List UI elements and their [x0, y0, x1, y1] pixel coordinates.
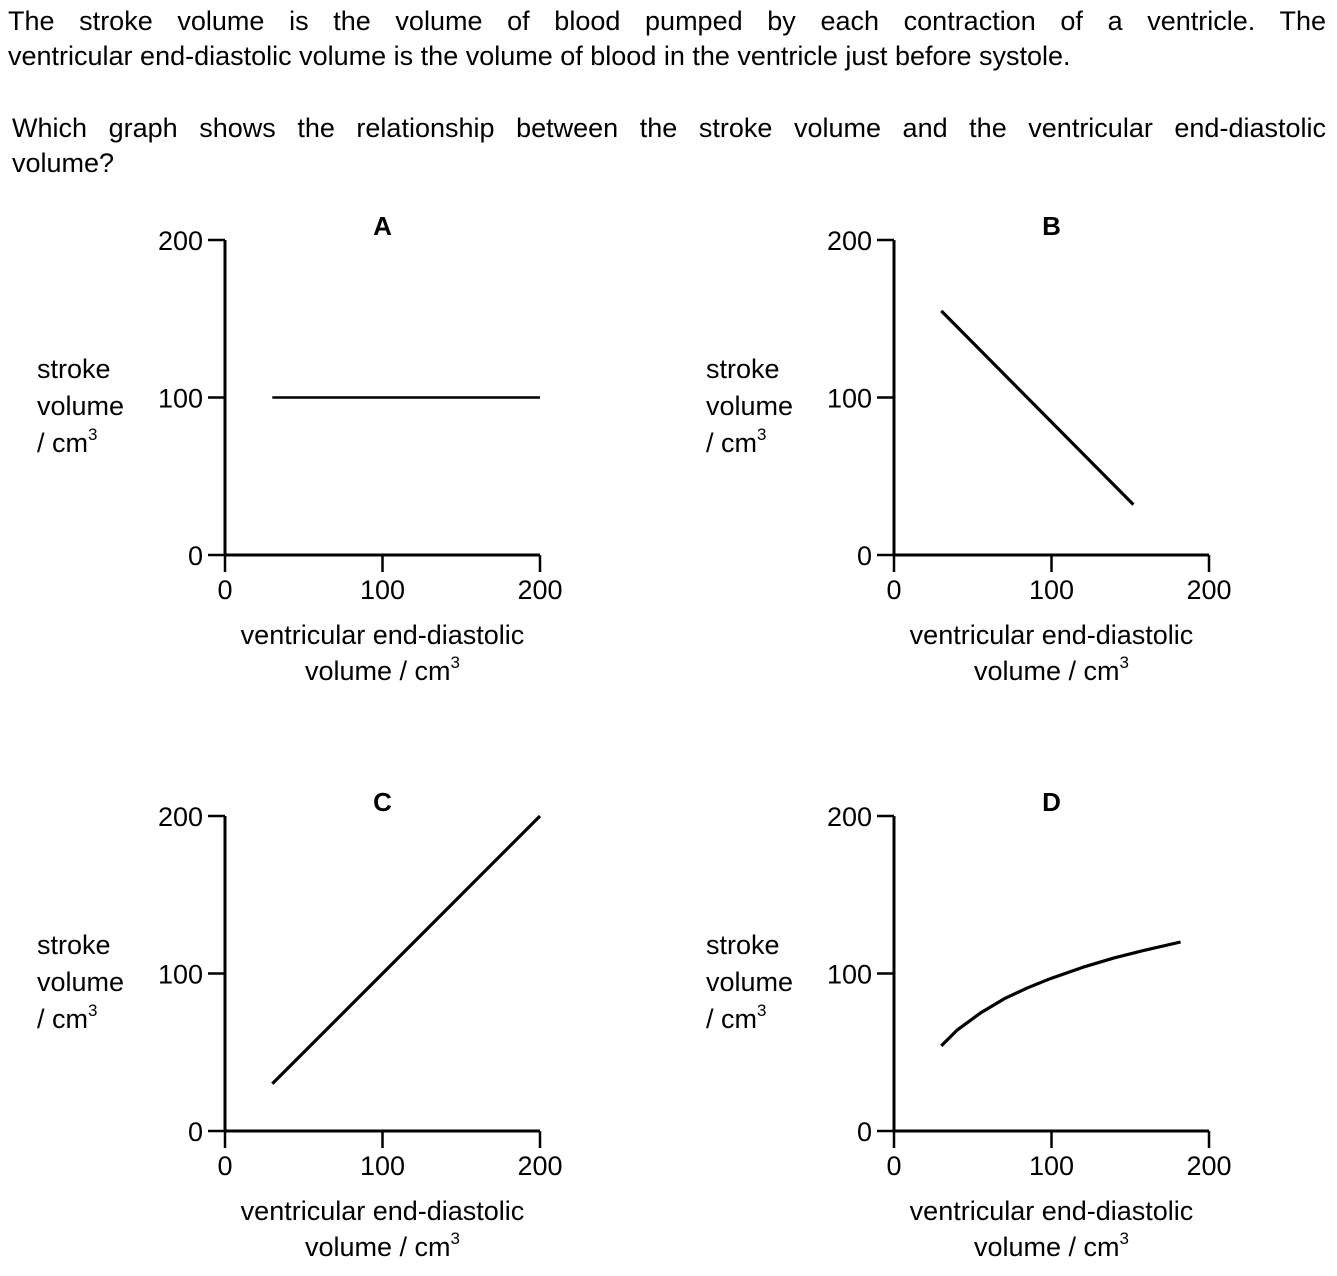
graph-c: C 0 100 200 0 100 200 stroke volume / cm3 ventricu…: [0, 776, 563, 1276]
y-axis-label-line-1: stroke: [37, 930, 111, 960]
question-line-1: Which graph shows the relationship betwe…: [12, 113, 1326, 143]
x-tick-label: 100: [360, 1151, 405, 1181]
plot-area: 0 100 200 0 100 200: [158, 226, 563, 605]
x-axis-label-line-1: ventricular end-diastolic: [909, 620, 1194, 650]
y-axis-label-line-3: / cm3: [37, 425, 98, 458]
y-tick-label: 0: [188, 1117, 203, 1147]
y-axis-label-line-2: volume: [706, 967, 794, 997]
x-axis-label: ventricular end-diastolic volume / cm3: [852, 617, 1252, 689]
unit-superscript: 3: [88, 1001, 98, 1020]
x-axis-label-line-1: ventricular end-diastolic: [240, 620, 525, 650]
unit-superscript: 3: [450, 1229, 460, 1248]
panel-label: B: [1042, 211, 1061, 241]
y-axis-label-line-2: volume: [706, 391, 794, 421]
x-tick-label: 200: [517, 575, 562, 605]
x-tick-label: 0: [217, 1151, 232, 1181]
y-tick-label: 0: [188, 541, 203, 571]
unit-superscript: 3: [1119, 653, 1129, 672]
series-line: [271, 814, 542, 1085]
y-axis-label-line-3: / cm3: [706, 1001, 767, 1034]
unit-superscript: 3: [88, 425, 98, 444]
x-axis-label-line-1: ventricular end-diastolic: [240, 1196, 525, 1226]
question-line-2: volume?: [12, 148, 115, 178]
y-axis-label-line-3: / cm3: [706, 425, 767, 458]
y-tick-label: 200: [158, 226, 203, 256]
y-axis-label: stroke volume / cm3: [706, 351, 793, 462]
y-axis-label: stroke volume / cm3: [37, 927, 124, 1038]
x-tick-label: 0: [886, 1151, 901, 1181]
y-tick-label: 100: [827, 384, 872, 414]
intro-line-2: ventricular end-diastolic volume is the …: [8, 41, 1071, 71]
plot-area: 0 100 200 0 100 200: [158, 802, 563, 1181]
y-tick-label: 0: [857, 541, 872, 571]
x-tick-label: 200: [517, 1151, 562, 1181]
x-axis-label: ventricular end-diastolic volume / cm3: [183, 617, 583, 689]
y-axis-label-line-1: stroke: [37, 354, 111, 384]
y-axis-label-line-1: stroke: [706, 930, 780, 960]
unit-superscript: 3: [757, 1001, 767, 1020]
x-axis-label-line-2: volume / cm3: [973, 653, 1129, 686]
series-line: [940, 309, 1135, 506]
y-axis-label-line-1: stroke: [706, 354, 780, 384]
x-axis-label-line-2: volume / cm3: [304, 653, 460, 686]
x-tick-label: 0: [217, 575, 232, 605]
intro-text: The stroke volume is the volume of blood…: [8, 4, 1326, 74]
intro-line-1: The stroke volume is the volume of blood…: [8, 6, 1326, 36]
graph-a: A 0 100 200 0 100 200 stroke volume / cm3 ventricu…: [0, 200, 563, 700]
x-axis-label-line-1: ventricular end-diastolic: [909, 1196, 1194, 1226]
y-tick-label: 100: [158, 384, 203, 414]
x-tick-label: 0: [886, 575, 901, 605]
x-tick-label: 100: [1029, 575, 1074, 605]
y-axis-label-line-2: volume: [37, 967, 125, 997]
y-axis-label-line-2: volume: [37, 391, 125, 421]
y-tick-label: 100: [158, 960, 203, 990]
x-axis-label: ventricular end-diastolic volume / cm3: [852, 1193, 1252, 1265]
y-axis-label: stroke volume / cm3: [37, 351, 124, 462]
panel-label: C: [373, 787, 392, 817]
panel-label: A: [373, 211, 392, 241]
series-line: [940, 940, 1181, 1048]
y-axis-label: stroke volume / cm3: [706, 927, 793, 1038]
y-tick-label: 200: [827, 226, 872, 256]
y-axis-label-line-3: / cm3: [37, 1001, 98, 1034]
x-axis-label: ventricular end-diastolic volume / cm3: [183, 1193, 583, 1265]
x-tick-label: 200: [1186, 575, 1231, 605]
y-tick-label: 200: [827, 802, 872, 832]
x-axis-label-line-2: volume / cm3: [304, 1229, 460, 1262]
graph-b: B 0 100 200 0 100 200 stroke volume / cm3 ventricu…: [669, 200, 1232, 700]
x-tick-label: 200: [1186, 1151, 1231, 1181]
x-tick-label: 100: [1029, 1151, 1074, 1181]
unit-superscript: 3: [757, 425, 767, 444]
y-tick-label: 0: [857, 1117, 872, 1147]
plot-area: 0 100 200 0 100 200: [827, 226, 1232, 605]
unit-superscript: 3: [1119, 1229, 1129, 1248]
graph-d: D 0 100 200 0 100 200 stroke volume / cm3 ventricu…: [669, 776, 1232, 1276]
x-tick-label: 100: [360, 575, 405, 605]
y-tick-label: 100: [827, 960, 872, 990]
unit-superscript: 3: [450, 653, 460, 672]
x-axis-label-line-2: volume / cm3: [973, 1229, 1129, 1262]
panel-label: D: [1042, 787, 1061, 817]
plot-area: 0 100 200 0 100 200: [827, 802, 1232, 1181]
question-text: Which graph shows the relationship betwe…: [12, 111, 1326, 181]
y-tick-label: 200: [158, 802, 203, 832]
